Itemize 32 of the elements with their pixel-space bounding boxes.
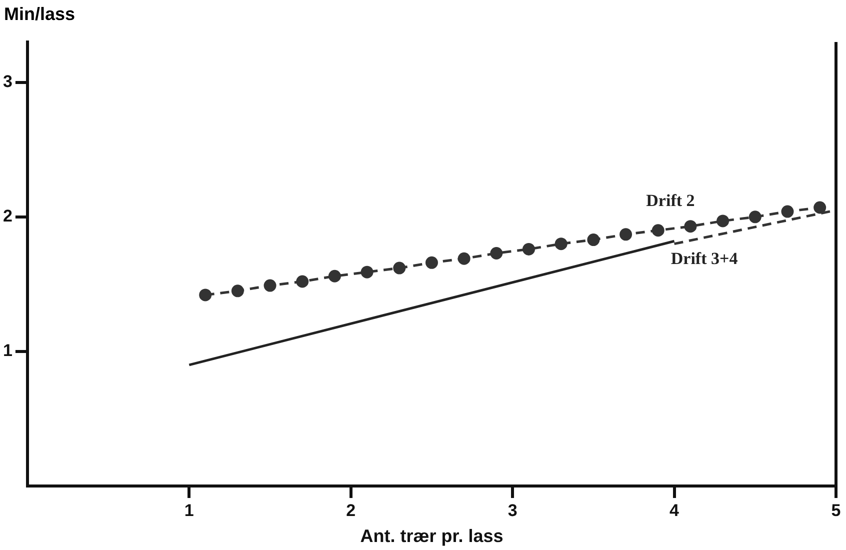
y-tick-label: 2 [2, 206, 12, 226]
point [587, 234, 600, 246]
y-tick-label: 1 [2, 341, 12, 360]
point [360, 266, 374, 278]
point [231, 284, 244, 298]
point [554, 238, 568, 250]
point [814, 201, 826, 214]
y-tick-label: 3 [2, 72, 12, 92]
y-axis-title: Min/lass [4, 4, 76, 25]
x-axis-title: Ant. trær pr. lass [360, 526, 504, 546]
x-tick-label: 1 [184, 500, 194, 520]
point [199, 288, 212, 302]
point [522, 242, 536, 256]
point [684, 220, 697, 233]
point [716, 214, 730, 228]
point [620, 228, 632, 241]
series-label: Drift 3+4 [670, 249, 738, 268]
point [296, 275, 309, 288]
x-tick-label: 5 [831, 500, 841, 520]
point [328, 270, 341, 282]
point [748, 210, 762, 224]
point [264, 279, 276, 292]
x-tick-label: 4 [670, 500, 680, 520]
x-tick-label: 3 [508, 500, 518, 520]
point [781, 205, 794, 218]
point [652, 224, 664, 237]
point [425, 256, 438, 269]
x-tick-label: 2 [346, 500, 356, 520]
point [393, 262, 406, 274]
point [458, 252, 470, 265]
series-label: Drift 2 [646, 191, 695, 210]
point [490, 246, 503, 260]
